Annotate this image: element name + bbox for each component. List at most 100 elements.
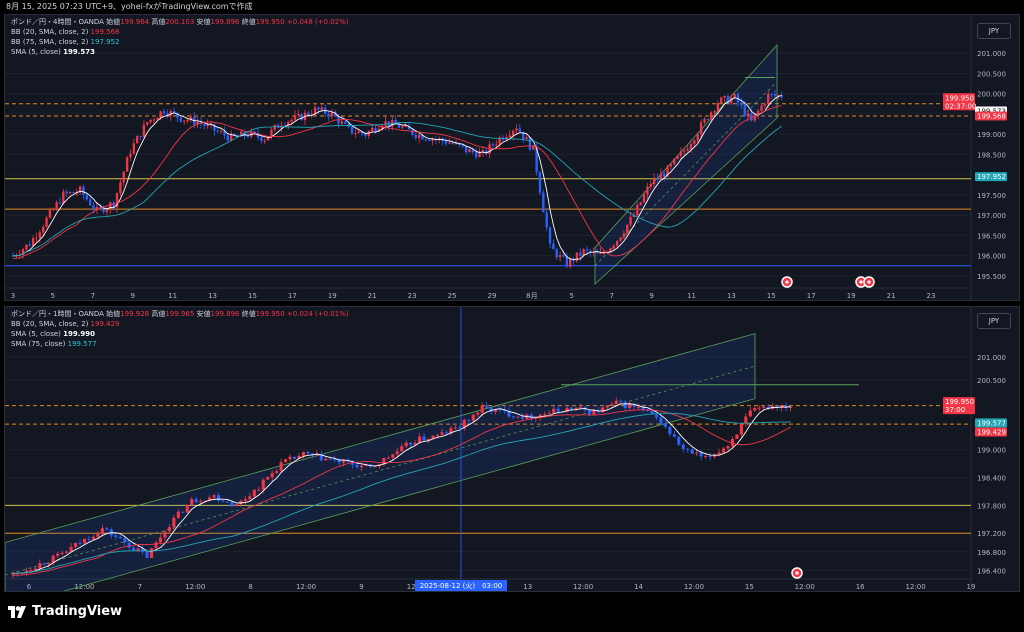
- chart-pane-4h[interactable]: 201.000200.500200.000199.500199.000198.5…: [4, 14, 1020, 301]
- candle-body: [351, 461, 355, 465]
- candle-body: [404, 125, 407, 127]
- legend-bb20[interactable]: BB (20, SMA, close, 2) 199.568: [11, 28, 120, 36]
- legend-sma5[interactable]: SMA (5, close) 199.990: [11, 330, 96, 338]
- candle-body: [609, 248, 612, 253]
- price-label: 197.952: [977, 173, 1006, 181]
- candle-body: [194, 498, 198, 503]
- chart-1h-canvas[interactable]: 201.000 200.500 199.000 198.400 197.800 197.2…: [5, 307, 1019, 591]
- candle-body: [386, 457, 390, 459]
- candle-body: [520, 416, 524, 419]
- legend-sma75[interactable]: SMA (75, close) 199.577: [11, 340, 97, 348]
- candle-body: [290, 119, 293, 122]
- candle-body: [266, 477, 270, 480]
- candle-body: [82, 186, 85, 195]
- candle-body: [189, 116, 193, 121]
- candle-body: [677, 436, 681, 445]
- candle-body: [440, 432, 444, 435]
- candle-body: [136, 548, 140, 551]
- candle-body: [708, 455, 712, 457]
- price-label-bg: [975, 418, 1007, 428]
- candle-body: [744, 416, 748, 424]
- candle-body: [507, 410, 511, 417]
- candle-body: [401, 126, 404, 128]
- candle-body: [89, 199, 92, 206]
- candle-body: [65, 551, 69, 553]
- x-tick-label: 12:00: [185, 583, 205, 591]
- candle-body: [543, 414, 547, 416]
- candle-body: [68, 191, 72, 194]
- candle-body: [569, 258, 572, 267]
- candle-body: [125, 157, 129, 172]
- currency-button[interactable]: JPY: [977, 23, 1011, 39]
- candle-body: [695, 452, 699, 454]
- candle-body: [689, 143, 693, 150]
- candle-body: [162, 111, 166, 114]
- candle-body: [320, 107, 323, 110]
- candle-body: [659, 173, 662, 179]
- candle-body: [693, 140, 696, 144]
- candle-body: [413, 442, 417, 445]
- candle-body: [199, 501, 203, 503]
- candle-body: [287, 121, 290, 126]
- candle-body: [24, 570, 28, 573]
- price-label: 199.577: [977, 419, 1006, 427]
- candle-body: [141, 548, 145, 552]
- x-tick-label: 9: [131, 292, 135, 300]
- price-label-bg: [975, 111, 1007, 121]
- candle-body: [373, 466, 377, 468]
- pane2-legend: ポンド／円・1時間・OANDA 始値199.928 高値199.965 安値19…: [11, 310, 349, 318]
- candle-body: [29, 570, 33, 572]
- x-tick-label: 15: [248, 292, 257, 300]
- x-tick-label: 14: [634, 583, 643, 591]
- candle-body: [313, 107, 317, 115]
- candle-body: [300, 114, 303, 121]
- candle-body: [149, 548, 154, 558]
- candle-body: [73, 542, 78, 547]
- candle-body: [136, 136, 139, 144]
- candle-body: [650, 411, 654, 415]
- candle-body: [62, 191, 65, 204]
- x-tick-label: 6: [27, 583, 32, 591]
- legend-bb75[interactable]: BB (75, SMA, close, 2) 197.952: [11, 38, 120, 46]
- candle-body: [656, 178, 659, 180]
- x-tick-label: 25: [448, 292, 457, 300]
- candle-body: [449, 428, 453, 434]
- candle-body: [91, 536, 95, 540]
- candle-body: [301, 451, 306, 456]
- candle-body: [350, 126, 354, 134]
- y-tick-label: 200.000: [977, 91, 1006, 99]
- candle-body: [239, 500, 243, 505]
- x-tick-label: 19: [967, 583, 976, 591]
- chart-pane-1h[interactable]: 201.000 200.500 199.000 198.400 197.800 197.2…: [4, 306, 1020, 592]
- legend-bb20[interactable]: BB (20, SMA, close, 2) 199.429: [11, 320, 120, 328]
- candle-body: [703, 118, 706, 123]
- candle-body: [451, 142, 454, 144]
- candle-body: [252, 489, 256, 497]
- candle-body: [642, 194, 646, 203]
- price-label: 02:37:00: [945, 102, 976, 110]
- candle-body: [717, 452, 721, 455]
- candle-body: [142, 124, 146, 138]
- candle-body: [743, 105, 746, 116]
- candle-body: [132, 143, 136, 154]
- y-tick-label: 196.000: [977, 253, 1006, 261]
- candle-body: [746, 113, 750, 116]
- candle-body: [726, 95, 730, 104]
- candle-body: [342, 459, 346, 463]
- candle-body: [69, 546, 73, 552]
- candle-body: [669, 164, 673, 167]
- candle-body: [696, 134, 699, 141]
- x-tick-label: 19: [328, 292, 337, 300]
- candle-body: [538, 414, 542, 418]
- crosshair-label: 2025-08-12 (火) 03:00: [420, 582, 503, 590]
- tradingview-logo[interactable]: TradingView: [8, 604, 122, 619]
- legend-sma5[interactable]: SMA (5, close) 199.573: [11, 48, 96, 56]
- chart-4h-canvas[interactable]: 201.000200.500200.000199.500199.000198.5…: [5, 15, 1019, 300]
- currency-button[interactable]: JPY: [977, 313, 1011, 329]
- x-tick-label: 15: [745, 583, 754, 591]
- candle-body: [548, 227, 552, 244]
- candle-body: [545, 212, 548, 228]
- candle-body: [158, 537, 163, 543]
- candle-body: [686, 149, 689, 151]
- candle-body: [558, 254, 562, 258]
